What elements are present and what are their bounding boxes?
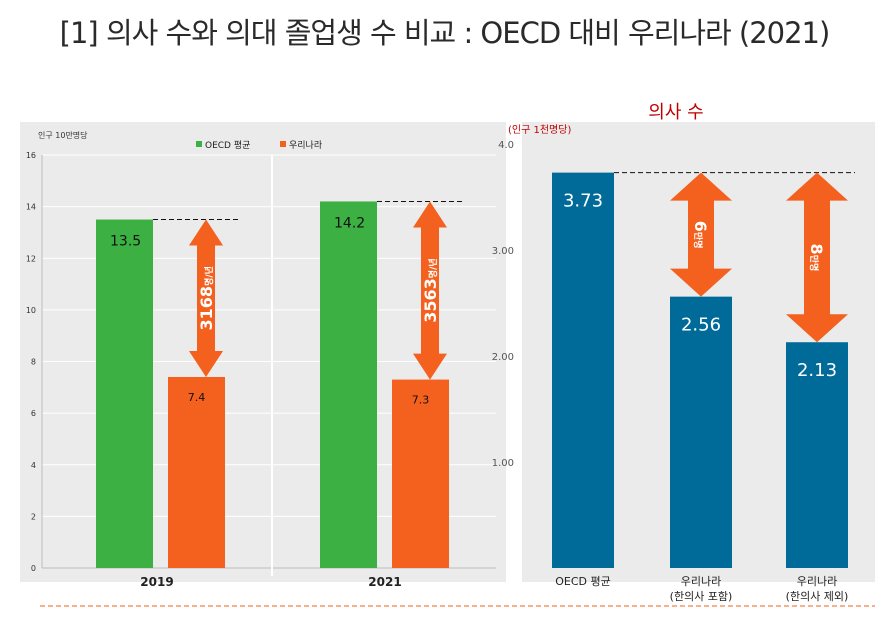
arrow-annotation-number: 6 (691, 221, 710, 232)
bar-doctors-2 (786, 342, 848, 568)
x-category-label: 우리나라 (681, 575, 721, 588)
x-category-label: (한의사 포함) (670, 590, 733, 603)
bar-korea-2021 (392, 379, 449, 568)
y-tick-label: 4 (31, 461, 36, 470)
x-category-label: 2021 (368, 575, 401, 589)
x-category-label: 우리나라 (797, 575, 837, 588)
y-unit-label: 인구 10만명당 (38, 130, 88, 140)
x-category-label: 2019 (140, 575, 173, 589)
x-category-label: OECD 평균 (555, 575, 611, 588)
y-tick-label: 0 (31, 564, 36, 573)
gap-arrow (786, 172, 848, 343)
legend-label-oecd: OECD 평균 (205, 140, 250, 151)
legend-swatch-oecd (196, 141, 202, 147)
arrow-annotation: 3563명/년 (421, 258, 440, 322)
arrow-annotation: 3168명/년 (197, 266, 216, 330)
legend-label-korea: 우리나라 (289, 140, 323, 151)
gap-arrow (670, 172, 732, 297)
page-title: [1] 의사 수와 의대 졸업생 수 비교 : OECD 대비 우리나라 (20… (59, 16, 831, 50)
y-tick-label: 2.00 (492, 352, 514, 363)
y-tick-label: 16 (26, 151, 36, 160)
arrow-annotation: 8만명 (807, 244, 826, 272)
value-label-korea: 7.3 (412, 394, 430, 407)
bar-oecd-2019 (96, 219, 153, 568)
arrow-annotation: 6만명 (691, 221, 710, 249)
y-tick-label: 8 (31, 358, 36, 367)
bar-oecd-2021 (320, 201, 377, 568)
legend-swatch-korea (280, 141, 286, 147)
arrow-annotation-number: 3168 (197, 286, 216, 331)
bar-doctors-1 (670, 296, 732, 568)
bar-value-label: 2.56 (681, 315, 721, 336)
y-tick-label: 6 (31, 409, 36, 418)
arrow-annotation-number: 8 (807, 244, 826, 255)
right-chart-title: 의사 수 (648, 102, 703, 123)
bar-doctors-0 (552, 172, 614, 568)
right-chart: 의사 수 (인구 1천명당) 1.00 2.00 3.00 4.0 3.73 OECD 평균 2… (492, 102, 855, 603)
y-tick-label: 1.00 (492, 458, 514, 469)
value-label-oecd: 14.2 (334, 215, 365, 231)
y-tick-label: 10 (26, 306, 36, 315)
y-tick-label: 2 (31, 512, 36, 521)
y-tick-label: 3.00 (492, 246, 514, 257)
gap-arrow (413, 201, 447, 380)
value-label-korea: 7.4 (188, 391, 206, 404)
arrow-annotation-unit: 명/년 (427, 258, 439, 278)
value-label-oecd: 13.5 (110, 234, 141, 250)
bar-korea-2019 (168, 376, 225, 568)
bar-value-label: 3.73 (563, 191, 603, 212)
y-tick-label: 14 (26, 203, 36, 212)
arrow-annotation-unit: 명/년 (203, 266, 215, 286)
left-chart: 0 2 4 6 8 10 12 14 16 인구 10만명당 OECD 평균 우리나라 13.5 7.4 3… (26, 130, 496, 589)
y-tick-label: 4.0 (498, 140, 514, 151)
bar-value-label: 2.13 (797, 360, 837, 381)
right-y-unit-label: (인구 1천명당) (508, 124, 571, 136)
y-tick-label: 12 (26, 254, 36, 263)
x-category-label: (한의사 제외) (786, 590, 849, 603)
gap-arrow (189, 219, 223, 377)
arrow-annotation-number: 3563 (421, 278, 440, 323)
arrow-annotation-unit: 만명 (692, 232, 704, 249)
arrow-annotation-unit: 만명 (808, 255, 820, 272)
